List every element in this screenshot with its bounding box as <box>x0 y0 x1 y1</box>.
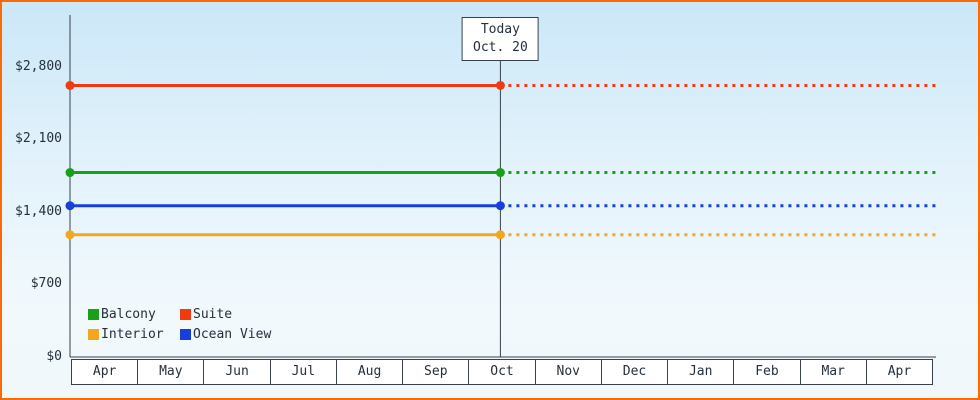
y-tick-label: $0 <box>46 349 62 364</box>
legend-label: Ocean View <box>193 327 272 342</box>
month-cell-apr: Apr <box>865 359 934 385</box>
series-start-dot-suite <box>65 80 75 90</box>
month-cell-nov: Nov <box>534 359 602 385</box>
month-cell-aug: Aug <box>335 359 404 385</box>
legend-row: Balcony Suite <box>88 307 272 322</box>
month-cell-apr: Apr <box>71 359 139 385</box>
y-tick-label: $1,400 <box>15 203 62 219</box>
month-cell-mar: Mar <box>799 359 867 385</box>
legend-swatch-icon <box>180 309 191 320</box>
today-marker-line2: Oct. 20 <box>472 40 528 55</box>
month-cell-may: May <box>137 359 205 385</box>
series-today-dot-interior <box>495 230 505 240</box>
y-tick-label: $2,800 <box>15 58 62 74</box>
legend-label: Balcony <box>101 307 156 322</box>
month-cell-jun: Jun <box>203 359 271 385</box>
y-tick-label: $2,100 <box>15 131 62 147</box>
series-today-dot-ocean-view <box>495 201 505 211</box>
month-cell-dec: Dec <box>600 359 669 385</box>
today-marker-box: Today Oct. 20 <box>461 17 539 61</box>
legend-swatch-icon <box>88 309 99 320</box>
legend: Balcony Suite Interior Ocean View <box>88 307 272 342</box>
month-cell-sep: Sep <box>402 359 470 385</box>
legend-item-suite: Suite <box>180 307 272 322</box>
legend-swatch-icon <box>180 329 191 340</box>
series-today-dot-balcony <box>495 168 505 178</box>
legend-item-balcony: Balcony <box>88 307 180 322</box>
legend-item-interior: Interior <box>88 327 180 342</box>
x-axis-month-row: Apr May Jun Jul Aug Sep Oct Nov Dec Jan Feb Mar Apr <box>71 359 934 385</box>
legend-label: Interior <box>101 327 164 342</box>
legend-label: Suite <box>193 307 233 322</box>
month-cell-jan: Jan <box>667 359 735 385</box>
legend-item-ocean-view: Ocean View <box>180 327 272 342</box>
series-start-dot-ocean-view <box>65 201 75 211</box>
month-cell-oct: Oct <box>468 359 536 385</box>
series-start-dot-interior <box>65 230 75 240</box>
month-cell-jul: Jul <box>269 359 337 385</box>
legend-row: Interior Ocean View <box>88 327 272 342</box>
legend-swatch-icon <box>88 329 99 340</box>
series-today-dot-suite <box>495 80 505 90</box>
month-cell-feb: Feb <box>733 359 801 385</box>
y-tick-label: $700 <box>30 276 62 292</box>
series-start-dot-balcony <box>65 168 75 178</box>
today-marker-line1: Today <box>480 22 520 37</box>
